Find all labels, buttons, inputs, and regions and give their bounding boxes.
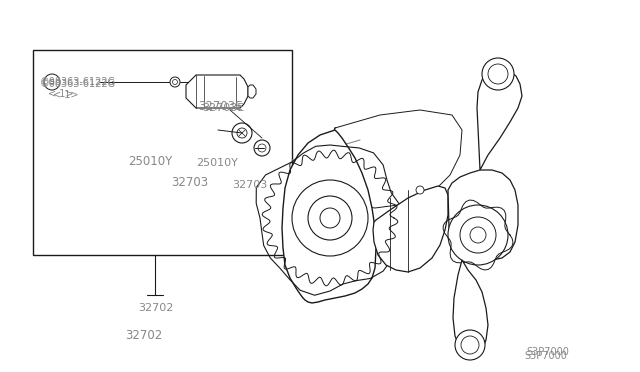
Text: S: S: [50, 79, 54, 85]
Text: S3P7000: S3P7000: [526, 347, 569, 357]
Circle shape: [44, 74, 60, 90]
Polygon shape: [186, 75, 248, 108]
Circle shape: [237, 128, 247, 138]
Text: ©08363-6122G: ©08363-6122G: [40, 79, 116, 89]
Circle shape: [460, 217, 496, 253]
Text: 32703: 32703: [232, 180, 268, 190]
FancyBboxPatch shape: [33, 50, 292, 255]
Text: S3P7000: S3P7000: [525, 352, 568, 361]
Text: < 1>: < 1>: [53, 90, 79, 100]
Circle shape: [173, 80, 177, 84]
Polygon shape: [453, 260, 488, 356]
Polygon shape: [282, 130, 376, 303]
Circle shape: [292, 180, 368, 256]
Text: 25010Y: 25010Y: [196, 158, 238, 168]
Circle shape: [320, 208, 340, 228]
Text: 32703E: 32703E: [198, 100, 243, 112]
Polygon shape: [373, 186, 448, 272]
Text: 32702: 32702: [138, 303, 173, 313]
Text: 32702: 32702: [125, 329, 162, 342]
Polygon shape: [248, 85, 256, 98]
Text: ©08363-6122G: ©08363-6122G: [40, 77, 116, 87]
Circle shape: [448, 205, 508, 265]
Text: < 1>: < 1>: [48, 89, 74, 99]
Polygon shape: [448, 170, 518, 260]
Polygon shape: [477, 68, 522, 170]
Circle shape: [416, 186, 424, 194]
Circle shape: [455, 330, 485, 360]
Text: 25010Y: 25010Y: [128, 155, 172, 168]
Circle shape: [488, 64, 508, 84]
Circle shape: [482, 58, 514, 90]
Circle shape: [470, 227, 486, 243]
Circle shape: [258, 144, 266, 152]
Circle shape: [232, 123, 252, 143]
Circle shape: [308, 196, 352, 240]
Text: 32703E: 32703E: [202, 103, 244, 113]
Text: 32703: 32703: [172, 176, 209, 189]
Circle shape: [254, 140, 270, 156]
Circle shape: [461, 336, 479, 354]
Circle shape: [170, 77, 180, 87]
